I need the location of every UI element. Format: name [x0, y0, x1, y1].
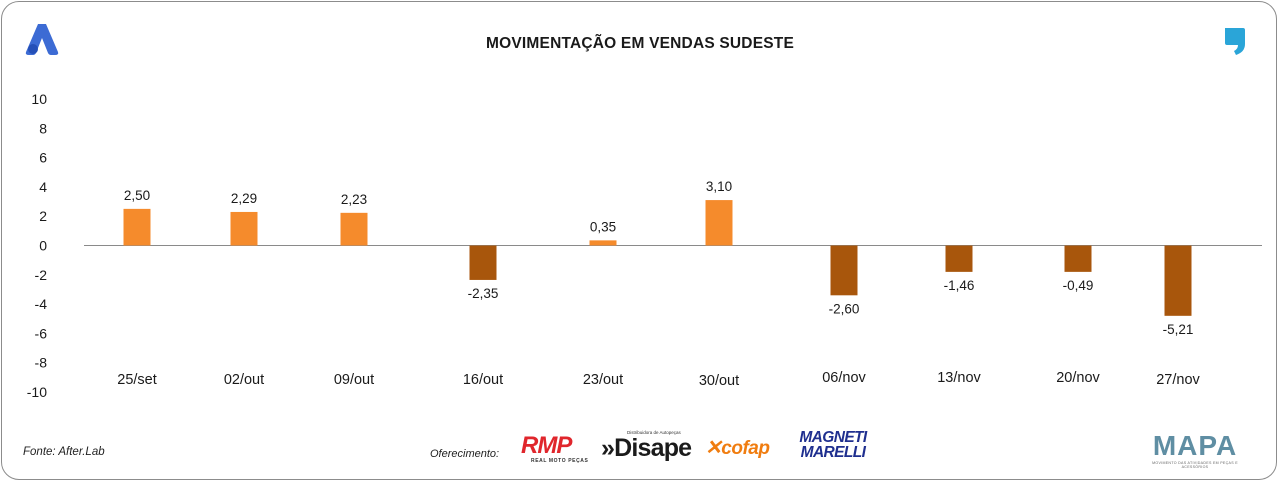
x-tick-label: 30/out — [699, 373, 739, 389]
y-tick-label: -8 — [35, 355, 48, 371]
mapa-logo-text: MAPA — [1152, 430, 1238, 461]
bar — [1064, 245, 1092, 272]
data-label: 2,50 — [124, 188, 150, 203]
cofap-logo: ✕cofap — [705, 436, 795, 462]
x-tick-label: 13/nov — [937, 370, 981, 386]
data-label: 0,35 — [590, 219, 616, 234]
cofap-logo-text: ✕cofap — [705, 437, 770, 459]
x-tick-label: 23/out — [583, 372, 623, 388]
data-label: -5,21 — [1163, 322, 1194, 337]
bar — [945, 245, 973, 272]
x-tick-label: 09/out — [334, 372, 374, 388]
data-label: -2,60 — [829, 301, 860, 316]
rmp-logo-text: RMP — [521, 432, 572, 459]
mapa-logo-subtext: MOVIMENTO DAS ATIVIDADES EM PEÇAS E ACES… — [1152, 461, 1238, 469]
bar — [589, 240, 617, 246]
bar — [230, 211, 258, 246]
data-label: -1,46 — [944, 278, 975, 293]
rmp-logo: RMP REAL MOTO PEÇAS — [521, 434, 591, 466]
data-label: 2,23 — [341, 192, 367, 207]
bar — [123, 208, 151, 246]
y-tick-label: 10 — [31, 91, 47, 107]
magneti-marelli-logo: MAGNETI MARELLI — [799, 430, 867, 464]
x-tick-label: 20/nov — [1056, 370, 1100, 386]
x-tick-label: 25/set — [117, 372, 157, 388]
disape-logo: Distribuidora de Autopeças »Disape — [601, 430, 693, 464]
disape-logo-tagline: Distribuidora de Autopeças — [627, 430, 681, 435]
x-tick-label: 27/nov — [1156, 372, 1200, 388]
y-tick-label: -2 — [35, 267, 48, 283]
y-tick-label: 2 — [39, 208, 47, 224]
y-tick-label: 6 — [39, 150, 47, 166]
offer-label: Oferecimento: — [430, 448, 500, 460]
magneti-logo-line2: MARELLI — [800, 444, 866, 461]
data-label: -0,49 — [1063, 278, 1094, 293]
chart-title: MOVIMENTAÇÃO EM VENDAS SUDESTE — [486, 35, 794, 52]
rmp-logo-subtext: REAL MOTO PEÇAS — [531, 458, 589, 464]
quote-mark-icon — [1225, 28, 1245, 55]
bar — [1164, 245, 1192, 316]
data-label: 2,29 — [231, 191, 257, 206]
disape-logo-text: »Disape — [601, 434, 692, 462]
y-tick-label: -10 — [27, 384, 47, 400]
x-tick-label: 02/out — [224, 372, 264, 388]
magneti-logo-line1: MAGNETI — [799, 429, 867, 446]
mapa-logo: MAPA MOVIMENTO DAS ATIVIDADES EM PEÇAS E… — [1146, 432, 1244, 472]
data-label: -2,35 — [468, 286, 499, 301]
after-lab-a-icon — [25, 24, 59, 55]
y-tick-label: -6 — [35, 325, 48, 341]
source-note: Fonte: After.Lab — [23, 446, 105, 458]
x-tick-label: 16/out — [463, 372, 503, 388]
x-tick-label: 06/nov — [822, 370, 866, 386]
y-tick-label: 8 — [39, 120, 47, 136]
bar — [830, 245, 858, 296]
y-tick-label: -4 — [35, 296, 48, 312]
data-label: 3,10 — [706, 179, 732, 194]
bar — [469, 245, 497, 280]
y-tick-label: 0 — [39, 238, 47, 254]
y-tick-label: 4 — [39, 179, 47, 195]
bar — [705, 200, 733, 246]
bar — [340, 212, 368, 246]
